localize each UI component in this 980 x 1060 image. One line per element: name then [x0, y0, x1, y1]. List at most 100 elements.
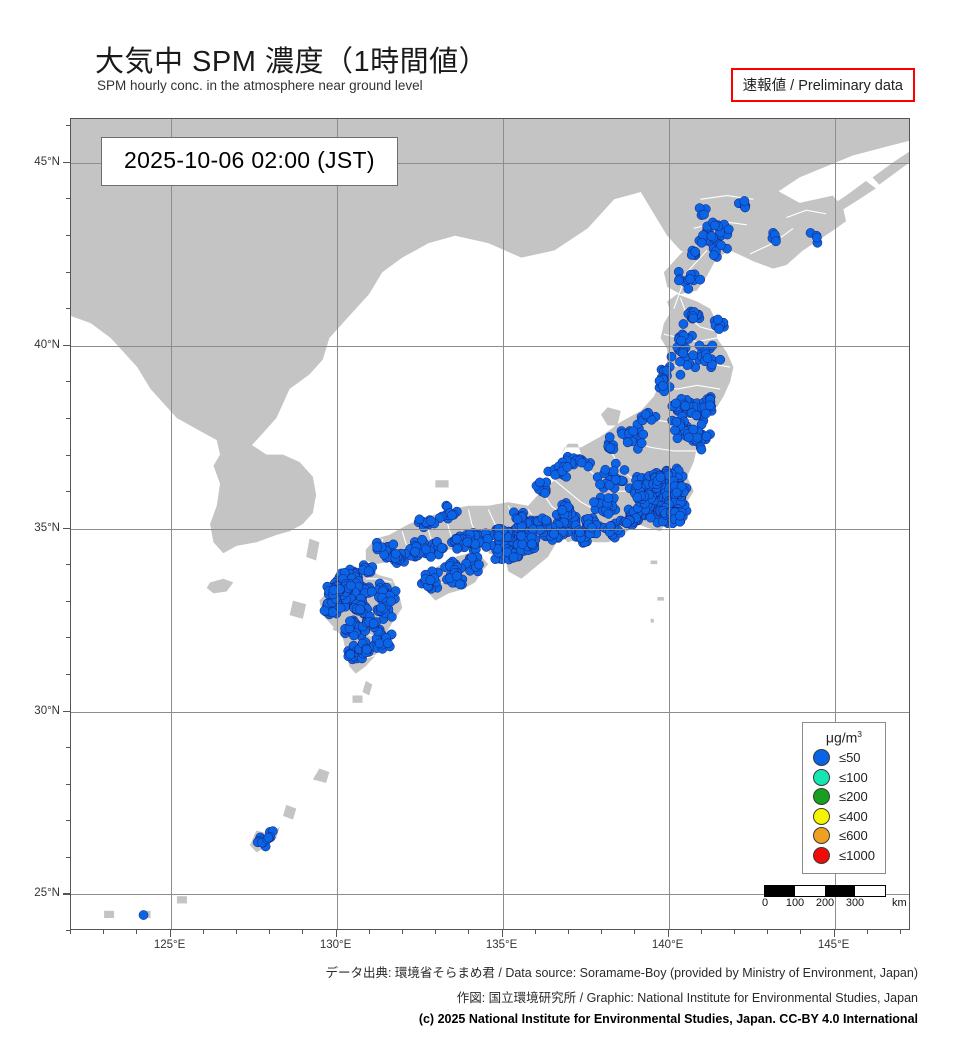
station-marker[interactable] — [674, 275, 684, 286]
station-marker[interactable] — [604, 480, 615, 490]
station-marker[interactable] — [335, 603, 346, 613]
station-marker[interactable] — [683, 284, 694, 294]
station-marker[interactable] — [716, 240, 726, 251]
station-marker[interactable] — [589, 497, 599, 507]
station-marker[interactable] — [714, 324, 724, 334]
station-marker[interactable] — [671, 398, 681, 409]
legend-item[interactable]: ≤1000 — [812, 846, 875, 864]
station-marker[interactable] — [604, 432, 615, 442]
legend-item[interactable]: ≤50 — [812, 749, 875, 766]
station-marker[interactable] — [705, 400, 715, 411]
station-marker[interactable] — [676, 335, 686, 346]
station-marker[interactable] — [390, 548, 401, 559]
station-marker[interactable] — [710, 220, 720, 231]
station-marker[interactable] — [575, 527, 585, 538]
station-marker[interactable] — [388, 539, 399, 550]
station-marker[interactable] — [713, 314, 723, 325]
station-marker[interactable] — [410, 546, 421, 557]
station-marker[interactable] — [638, 429, 649, 440]
station-marker[interactable] — [386, 596, 396, 607]
station-marker[interactable] — [447, 510, 457, 521]
station-marker[interactable] — [481, 542, 492, 552]
station-marker[interactable] — [691, 410, 702, 421]
station-marker[interactable] — [361, 644, 372, 655]
station-marker[interactable] — [688, 313, 699, 324]
station-marker[interactable] — [658, 381, 668, 391]
station-marker[interactable] — [462, 537, 473, 547]
station-marker[interactable] — [512, 514, 523, 525]
station-marker[interactable] — [605, 443, 616, 453]
station-marker[interactable] — [557, 505, 568, 515]
station-marker[interactable] — [696, 237, 707, 248]
station-marker[interactable] — [263, 832, 274, 843]
station-marker[interactable] — [466, 552, 477, 563]
station-marker[interactable] — [328, 585, 339, 595]
station-marker[interactable] — [723, 224, 734, 235]
station-marker[interactable] — [645, 512, 656, 523]
station-marker[interactable] — [610, 474, 621, 485]
station-marker[interactable] — [452, 544, 462, 554]
station-marker[interactable] — [436, 543, 447, 553]
station-marker[interactable] — [426, 552, 436, 562]
station-marker[interactable] — [425, 575, 436, 585]
station-marker[interactable] — [688, 350, 698, 361]
legend-item[interactable]: ≤400 — [812, 807, 875, 825]
legend-item[interactable]: ≤600 — [812, 827, 875, 844]
station-marker[interactable] — [482, 534, 493, 544]
station-marker[interactable] — [366, 586, 377, 597]
station-marker[interactable] — [619, 465, 630, 475]
station-marker[interactable] — [319, 605, 330, 616]
station-marker[interactable] — [671, 487, 682, 498]
station-marker[interactable] — [640, 409, 651, 420]
station-marker[interactable] — [138, 910, 149, 920]
station-marker[interactable] — [680, 401, 691, 411]
station-marker[interactable] — [608, 466, 619, 476]
station-marker[interactable] — [701, 431, 712, 442]
station-marker[interactable] — [534, 477, 545, 488]
station-marker[interactable] — [621, 518, 632, 528]
station-marker[interactable] — [562, 462, 573, 472]
station-marker[interactable] — [355, 604, 365, 615]
station-marker[interactable] — [715, 354, 726, 365]
station-marker[interactable] — [451, 534, 462, 545]
station-marker[interactable] — [455, 579, 465, 590]
station-marker[interactable] — [771, 236, 781, 247]
station-marker[interactable] — [345, 580, 356, 591]
station-marker[interactable] — [636, 438, 647, 449]
station-marker[interactable] — [688, 424, 699, 435]
legend-item[interactable]: ≤100 — [812, 768, 875, 786]
station-marker[interactable] — [372, 542, 383, 552]
map-plot-area[interactable]: 2025-10-06 02:00 (JST) μg/m3 ≤50 ≤100 ≤200… — [70, 118, 910, 930]
station-marker[interactable] — [345, 649, 356, 660]
station-marker[interactable] — [683, 432, 694, 443]
station-marker[interactable] — [605, 521, 616, 531]
station-marker[interactable] — [702, 353, 713, 363]
station-marker[interactable] — [690, 246, 701, 257]
station-marker[interactable] — [707, 340, 718, 351]
station-marker[interactable] — [345, 616, 355, 626]
station-marker[interactable] — [414, 514, 425, 525]
station-marker[interactable] — [540, 488, 550, 498]
station-marker[interactable] — [695, 274, 706, 285]
station-marker[interactable] — [541, 515, 551, 526]
station-marker[interactable] — [363, 566, 374, 576]
station-marker[interactable] — [675, 369, 686, 380]
station-marker[interactable] — [670, 425, 680, 436]
station-marker[interactable] — [474, 559, 484, 570]
station-marker[interactable] — [517, 539, 528, 549]
station-marker[interactable] — [685, 274, 696, 284]
station-marker[interactable] — [692, 432, 702, 443]
station-marker[interactable] — [628, 426, 639, 436]
station-marker[interactable] — [348, 630, 359, 641]
station-marker[interactable] — [694, 340, 705, 351]
station-marker[interactable] — [812, 232, 822, 243]
station-marker[interactable] — [655, 472, 666, 483]
station-marker[interactable] — [696, 444, 707, 455]
station-marker[interactable] — [508, 552, 519, 563]
station-marker[interactable] — [706, 231, 717, 241]
station-marker[interactable] — [675, 510, 685, 521]
station-marker[interactable] — [671, 416, 682, 427]
station-marker[interactable] — [516, 531, 527, 541]
station-marker[interactable] — [595, 479, 605, 490]
station-marker[interactable] — [451, 571, 462, 582]
